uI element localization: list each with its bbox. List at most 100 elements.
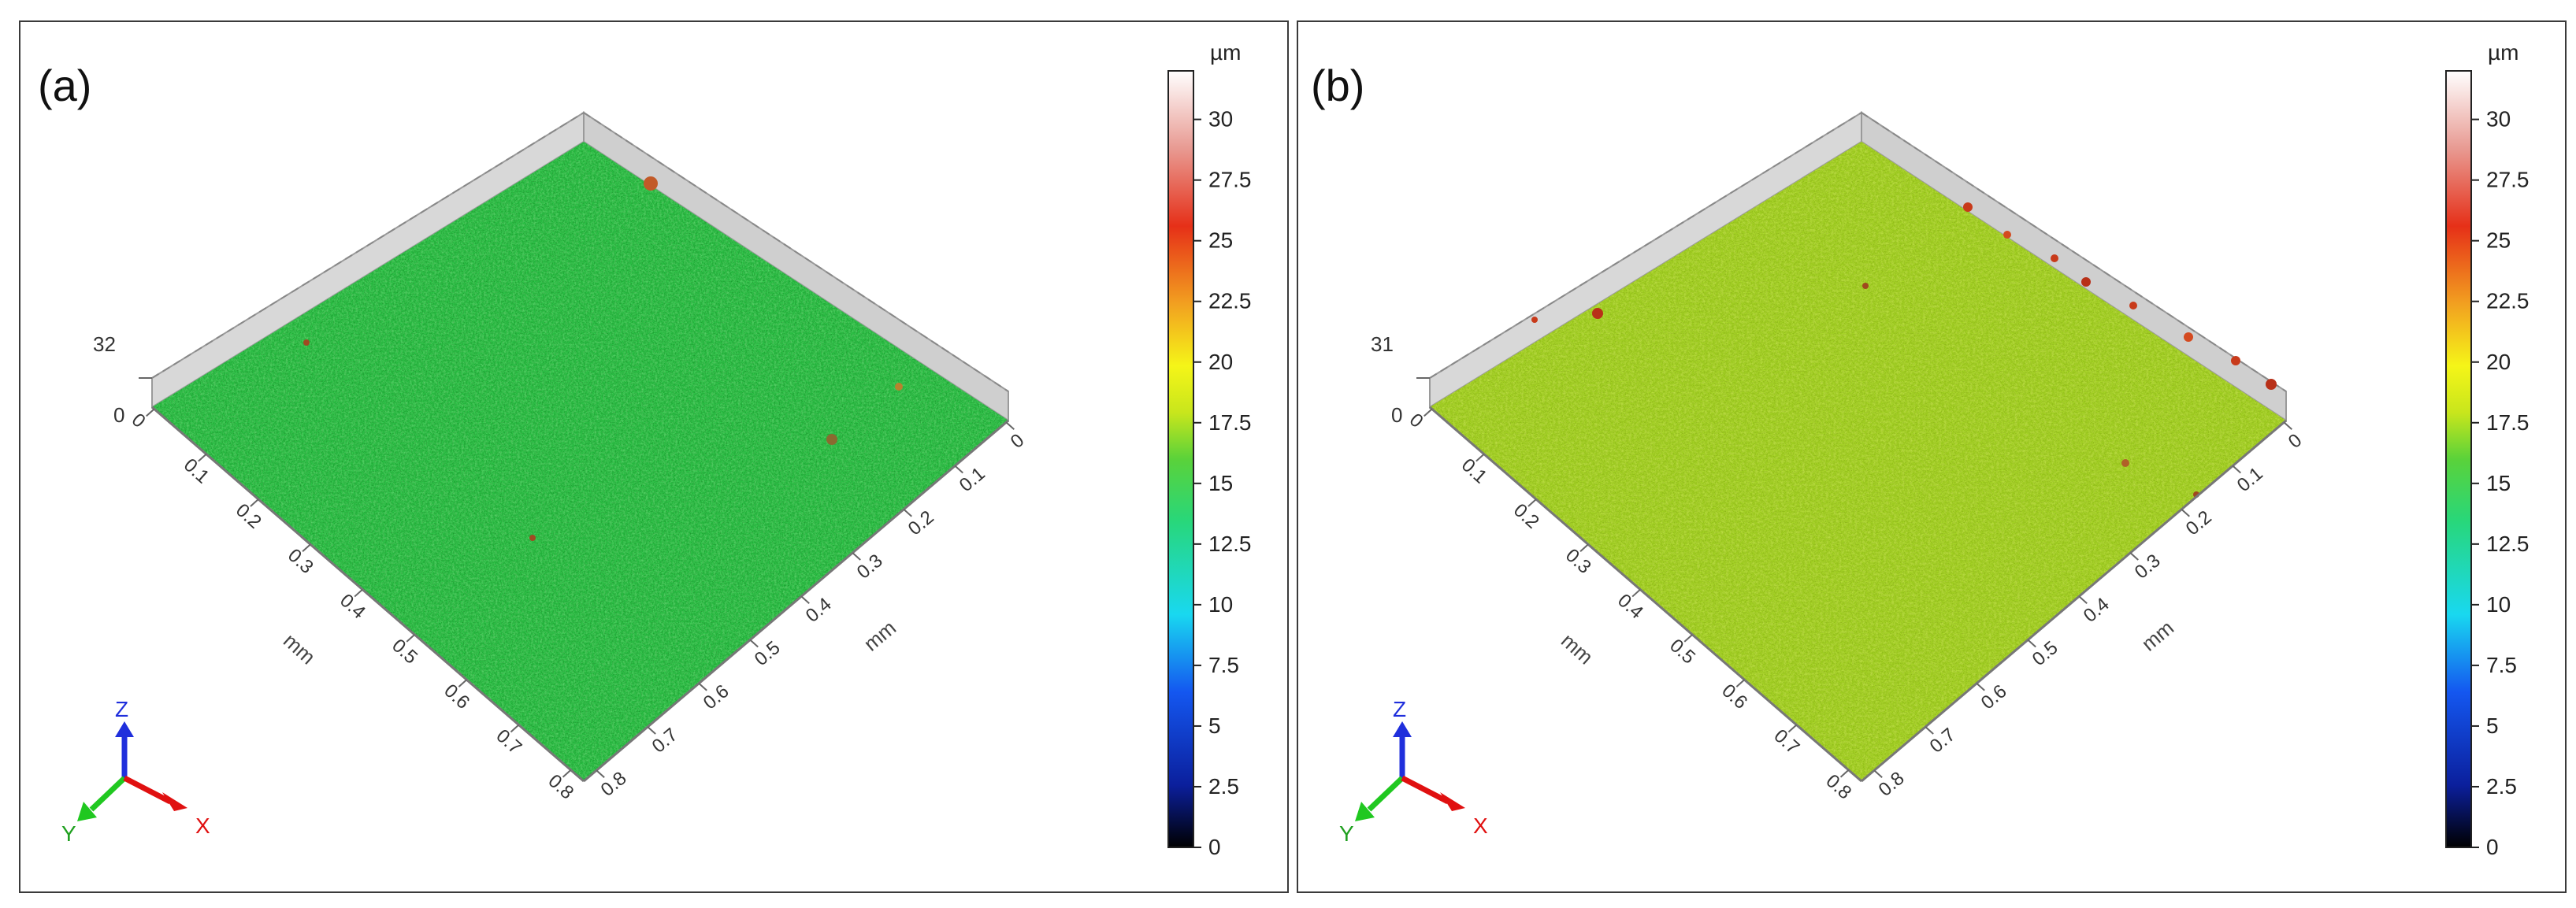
left-axis-tick: [1631, 588, 1641, 598]
panel-b-figure: (b) 31 0 0 0.1 0.2 0.3 0.4 0.5 0: [1311, 40, 2530, 859]
colorbar-tick-label: 15: [2486, 471, 2511, 495]
left-axis-tick-label: 0.6: [440, 680, 473, 713]
left-axis-tick: [1683, 634, 1693, 643]
right-axis-tick: [852, 552, 861, 561]
right-axis-tick-label: 0: [1007, 430, 1029, 453]
triad-z-label: Z: [1393, 697, 1406, 721]
right-axis-tick: [1873, 769, 1883, 779]
colorbar-tick-label: 22.5: [1208, 289, 1252, 313]
left-axis-tick: [302, 543, 311, 553]
left-axis-tick: [250, 498, 259, 507]
right-axis-tick-label: 0.4: [802, 594, 836, 627]
surface-map: [152, 142, 1008, 781]
right-axis-tick: [1976, 683, 1985, 691]
right-axis-tick: [749, 639, 759, 648]
colorbar-tick-label: 25: [2486, 228, 2511, 253]
panel-label: (a): [38, 61, 91, 110]
colorbar-ticks: 0 2.5 5 7.5 10 12.5 15 17.5 20 22.5 25 27.5 30: [2471, 107, 2530, 859]
right-axis-tick: [698, 683, 707, 691]
left-axis-tick: [146, 408, 155, 417]
left-axis-tick-label: 0.1: [1457, 454, 1491, 487]
colorbar: µm 0 2.5 5 7.5 10 12.5 15 17.5 20 22.5 25 27.5 30: [1167, 40, 1252, 859]
right-axis-tick: [2027, 639, 2036, 648]
colorbar-tick-label: 12.5: [2486, 532, 2530, 556]
right-axis-tick-label: 0.1: [2233, 463, 2267, 496]
colorbar-tick-label: 5: [1208, 713, 1221, 738]
right-axis-tick: [800, 595, 810, 605]
surface-map: [1430, 142, 2286, 781]
right-axis-tick-label: 0.8: [1875, 768, 1909, 801]
left-axis-tick: [562, 769, 572, 778]
colorbar-tick-label: 22.5: [2486, 289, 2530, 313]
triad-z-label: Z: [115, 697, 128, 721]
left-axis-tick: [1423, 408, 1433, 417]
right-axis-tick: [647, 726, 656, 735]
left-axis-tick-label: 0.7: [492, 725, 525, 758]
colorbar-tick-label: 17.5: [1208, 410, 1252, 435]
colorbar-tick-label: 0: [2486, 835, 2499, 859]
colorbar-tick-label: 27.5: [1208, 168, 1252, 192]
right-axis-tick-label: 0.7: [1926, 724, 1960, 757]
panel-a: (a) 32 0 0 0.1 0.2 0.3 0.4 0.5 0.6 0.7 0.8 0 0.1 0…: [19, 20, 1289, 893]
left-axis-tick: [354, 588, 363, 598]
right-axis-tick: [954, 465, 963, 474]
left-axis-tick-label: 0.8: [1822, 770, 1856, 803]
left-axis-tick-label: 0.5: [388, 635, 421, 668]
left-axis-tick-label: 0.3: [1561, 545, 1595, 578]
triad-y-label: Y: [61, 821, 76, 846]
left-axis-tick: [1579, 543, 1589, 553]
left-axis-tick: [1735, 679, 1746, 687]
left-axis-tick: [510, 724, 520, 733]
z-max-label: 32: [93, 332, 116, 356]
colorbar-tick-label: 5: [2486, 713, 2499, 738]
left-axis-tick-label: 0.4: [1613, 590, 1647, 623]
right-axis-tick: [2129, 552, 2139, 561]
colorbar-tick-label: 20: [1208, 350, 1233, 374]
triad-x-label: X: [195, 813, 210, 838]
colorbar-tick-label: 17.5: [2486, 410, 2530, 435]
colorbar-unit: µm: [1210, 40, 1241, 65]
right-axis-tick-label: 0.5: [2029, 637, 2062, 670]
right-axis-tick-label: 0.3: [853, 550, 887, 583]
colorbar-tick-label: 7.5: [2486, 653, 2517, 677]
colorbar-tick-label: 7.5: [1208, 653, 1239, 677]
left-axis-tick-label: 0.4: [336, 590, 369, 623]
right-axis-tick-label: 0.6: [1977, 680, 2011, 713]
right-axis-unit: mm: [859, 616, 900, 656]
right-axis-tick-label: 0.8: [597, 768, 631, 801]
right-axis-tick: [2181, 509, 2190, 517]
right-axis-tick: [903, 509, 912, 517]
left-axis-tick-label: 0.1: [180, 454, 213, 487]
z-zero-label: 0: [113, 403, 124, 427]
left-axis-tick-label: 0.7: [1769, 725, 1803, 758]
colorbar-tick-label: 10: [1208, 592, 1233, 617]
right-axis-tick-label: 0.6: [700, 680, 733, 713]
left-axis-tick-label: 0.8: [544, 770, 578, 803]
left-axis-tick-label: 0.2: [1509, 499, 1543, 532]
left-axis-tick-label: 0: [1405, 410, 1427, 432]
left-axis-tick: [1787, 724, 1798, 733]
panel-a-figure: (a) 32 0 0 0.1 0.2 0.3 0.4 0.5 0.6 0.7 0.8 0 0.1 0…: [38, 40, 1252, 859]
left-axis-tick: [1475, 453, 1485, 462]
y-axis-line: [151, 406, 585, 783]
left-axis-unit: mm: [1557, 628, 1598, 669]
x-axis-line: [1861, 419, 2287, 783]
panel-label: (b): [1311, 61, 1364, 110]
right-axis-tick-label: 0.4: [2080, 594, 2114, 627]
colorbar-tick-label: 20: [2486, 350, 2511, 374]
x-axis-line: [583, 419, 1009, 783]
z-zero-label: 0: [1391, 403, 1402, 427]
right-axis-tick-label: 0.3: [2131, 550, 2165, 583]
left-axis-tick: [1839, 769, 1850, 778]
right-axis-tick: [2078, 595, 2088, 605]
right-axis-tick: [2283, 421, 2292, 431]
colorbar-tick-label: 30: [2486, 107, 2511, 132]
colorbar-unit: µm: [2488, 40, 2518, 65]
right-axis-tick-label: 0: [2285, 430, 2307, 453]
y-axis-line: [1429, 406, 1862, 783]
colorbar-tick-label: 2.5: [2486, 774, 2517, 799]
left-axis-tick-label: 0.6: [1717, 680, 1751, 713]
colorbar-tick-label: 2.5: [1208, 774, 1239, 799]
right-axis-tick-label: 0.1: [956, 463, 989, 496]
axis-triad-icon: Z Y X: [61, 697, 210, 846]
